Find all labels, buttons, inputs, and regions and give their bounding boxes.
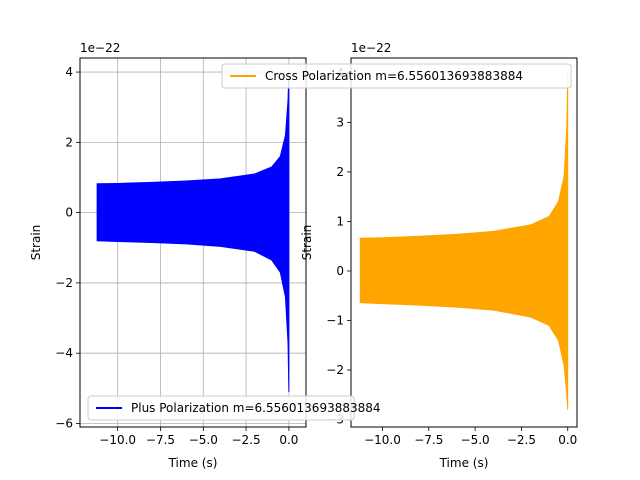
y-tick-label: 2: [65, 135, 73, 149]
x-tick-label: 0.0: [279, 433, 298, 447]
x-tick-label: −10.0: [99, 433, 136, 447]
x-tick-label: −7.5: [414, 433, 443, 447]
x-axis-label: Time (s): [168, 456, 218, 470]
legend-label: Plus Polarization m=6.556013693883884: [131, 401, 381, 415]
series-waveform: [96, 72, 290, 392]
y-tick-label: −6: [55, 416, 73, 430]
legend-box: [87, 395, 355, 421]
y-tick-label: −4: [55, 346, 73, 360]
x-tick-label: −5.0: [189, 433, 218, 447]
x-tick-label: 0.0: [558, 433, 577, 447]
y-tick-label: 0: [336, 264, 344, 278]
x-tick-label: −7.5: [146, 433, 175, 447]
plot-frame: [79, 57, 307, 428]
y-axis-label: Strain: [29, 225, 43, 261]
y-tick-label: −2: [55, 276, 73, 290]
x-tick-label: −2.5: [507, 433, 536, 447]
legend-label: Cross Polarization m=6.556013693883884: [265, 69, 523, 83]
y-tick-label: 1: [336, 214, 344, 228]
y-tick-label: 2: [336, 165, 344, 179]
chart-plus: −10.0 −7.5 −5.0 −2.5 0.0 −6 −4 −2 0 2 4 1e−22 Time (…: [29, 41, 307, 470]
y-tick-label: 4: [65, 65, 73, 79]
offset-text: 1e−22: [80, 41, 120, 55]
plot-frame: [350, 57, 578, 428]
x-tick-label: −10.0: [364, 433, 401, 447]
x-tick-label: −2.5: [232, 433, 261, 447]
y-tick-label: 3: [336, 115, 344, 129]
y-tick-label: −2: [326, 363, 344, 377]
y-axis-label: Strain: [300, 225, 314, 261]
x-axis-label: Time (s): [439, 456, 489, 470]
x-tick-label: −5.0: [461, 433, 490, 447]
y-tick-label: −1: [326, 314, 344, 328]
legend-plus: Plus Polarization m=6.556013693883884: [87, 395, 381, 421]
legend-cross: Cross Polarization m=6.556013693883884: [221, 63, 572, 89]
legend-box: [221, 63, 572, 89]
series-waveform: [359, 72, 569, 410]
y-tick-label: 0: [65, 206, 73, 220]
offset-text: 1e−22: [351, 41, 391, 55]
